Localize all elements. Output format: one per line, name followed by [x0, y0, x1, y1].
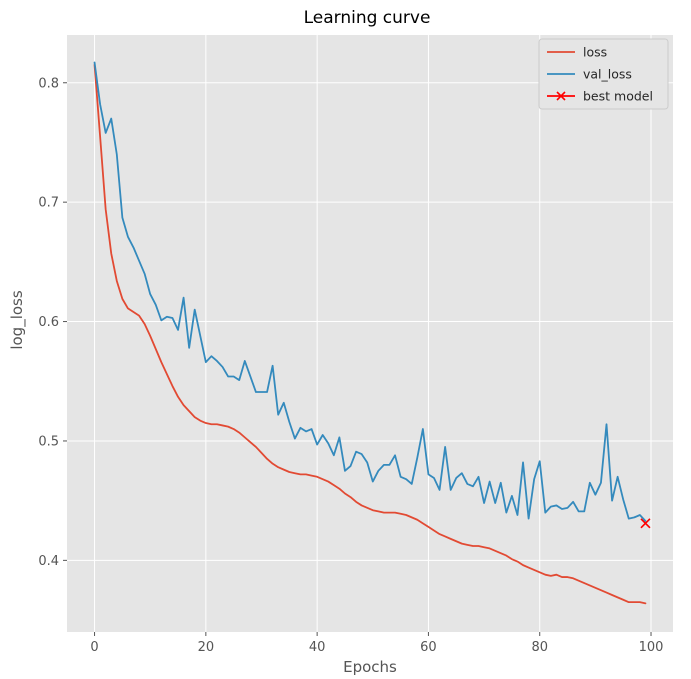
legend-box — [538, 38, 669, 110]
legend-entry-loss: loss — [547, 45, 607, 60]
legend-label: val_loss — [583, 67, 632, 82]
legend-entry-val-loss: val_loss — [547, 67, 632, 82]
val-loss-line — [93, 61, 647, 522]
x-tick-label: 40 — [309, 640, 326, 655]
y-tick-label: 0.7 — [38, 196, 59, 211]
chart-title: Learning curve — [304, 8, 431, 28]
marker-layer — [640, 518, 651, 529]
plot-area — [67, 35, 673, 632]
series-layer — [93, 61, 647, 605]
x-tick-label: 80 — [531, 640, 548, 655]
best-model-marker — [640, 518, 651, 529]
y-tick-label: 0.6 — [38, 315, 59, 330]
legend-label: loss — [583, 45, 607, 60]
y-tick-label: 0.4 — [38, 554, 59, 569]
loss-line — [93, 63, 647, 605]
y-tick-label: 0.5 — [38, 434, 59, 449]
x-tick-label: 100 — [639, 640, 664, 655]
y-axis-label: log_loss — [8, 290, 27, 350]
x-tick-label: 20 — [198, 640, 215, 655]
y-tick-label: 0.8 — [38, 76, 59, 91]
x-axis-label: Epochs — [343, 658, 397, 676]
x-tick-label: 0 — [90, 640, 98, 655]
grid — [67, 35, 673, 632]
ticks: 0 20 40 60 80 100 0.4 0.5 0.6 0.7 0.8 — [38, 76, 663, 655]
legend-label: best model — [583, 89, 653, 104]
legend-entry-best-model: best model — [547, 89, 653, 104]
x-tick-label: 60 — [420, 640, 437, 655]
